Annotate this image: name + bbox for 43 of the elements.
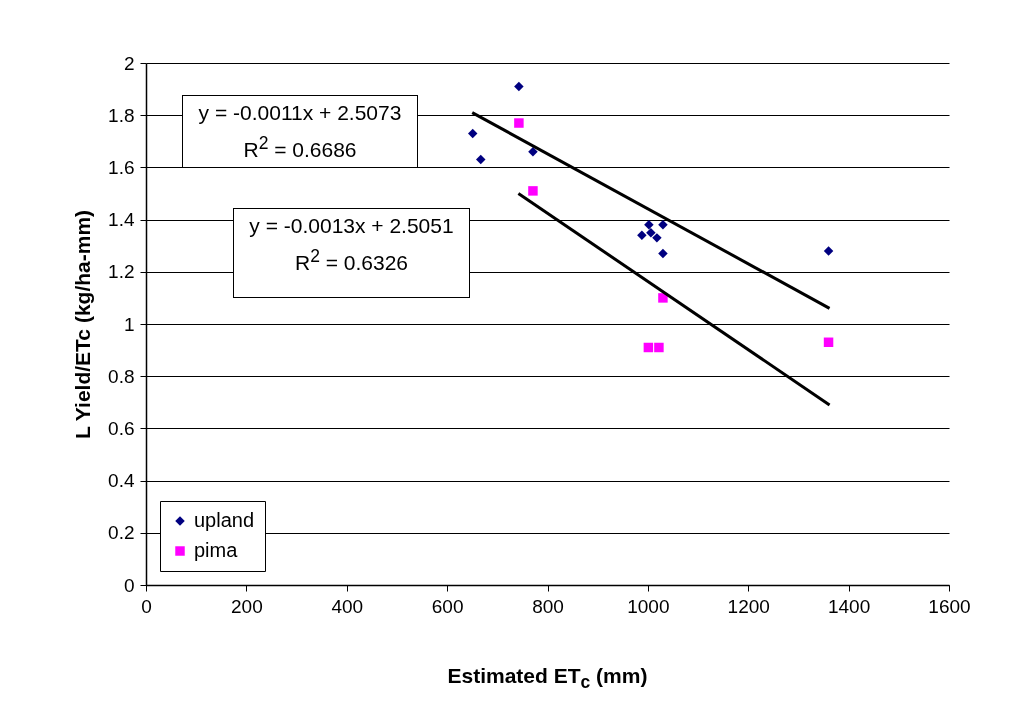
point	[637, 230, 647, 240]
y-tick-label: 2	[123, 52, 135, 74]
x-tick-label: 1600	[928, 595, 971, 617]
point	[514, 81, 524, 92]
point	[823, 337, 834, 348]
point	[644, 220, 654, 230]
x-tick-label: 800	[532, 595, 564, 617]
annotation: y = -0.0011x + 2.5073	[197, 100, 403, 126]
point	[476, 154, 486, 165]
y-axis-title: L Yield/ETc (kg/ha-mm)	[71, 209, 95, 440]
y-tick-label: 1.8	[108, 104, 135, 126]
x-tick-label: 600	[431, 595, 464, 617]
legend-label: upland	[194, 509, 255, 531]
y-tick-label: 1.6	[108, 156, 135, 178]
legend-label: pima	[194, 539, 239, 561]
y-tick-label: 0	[123, 574, 135, 596]
y-tick-label: 0.8	[108, 365, 135, 387]
point	[658, 220, 668, 230]
annotation: R$^{2}$ = 0.6326	[293, 245, 410, 276]
point	[823, 246, 834, 256]
y-tick-label: 0.2	[108, 522, 135, 544]
annotation: y = -0.0013x + 2.5051	[248, 213, 455, 239]
x-tick-label: 1200	[727, 595, 770, 617]
y-tick-label: 1.4	[108, 209, 135, 231]
x-tick-label: 400	[331, 595, 364, 617]
x-axis-title: Estimated ET$_{c}$ (mm)	[447, 664, 648, 694]
point	[514, 118, 524, 128]
point	[528, 147, 538, 157]
point	[646, 227, 656, 238]
x-tick-label: 0	[141, 595, 152, 617]
y-tick-label: 1.2	[108, 261, 135, 283]
y-tick-label: 1	[123, 313, 135, 335]
point	[643, 342, 654, 353]
x-tick-label: 200	[231, 595, 263, 617]
y-tick-label: 0.6	[108, 417, 135, 439]
y-tick-label: 0.4	[108, 470, 135, 492]
point	[654, 342, 664, 353]
annotation: R$^{2}$ = 0.6686	[242, 132, 358, 163]
x-tick-label: 1000	[627, 595, 670, 617]
x-tick-label: 1400	[827, 595, 871, 617]
point	[528, 186, 538, 196]
point	[467, 128, 478, 139]
point	[658, 248, 668, 259]
